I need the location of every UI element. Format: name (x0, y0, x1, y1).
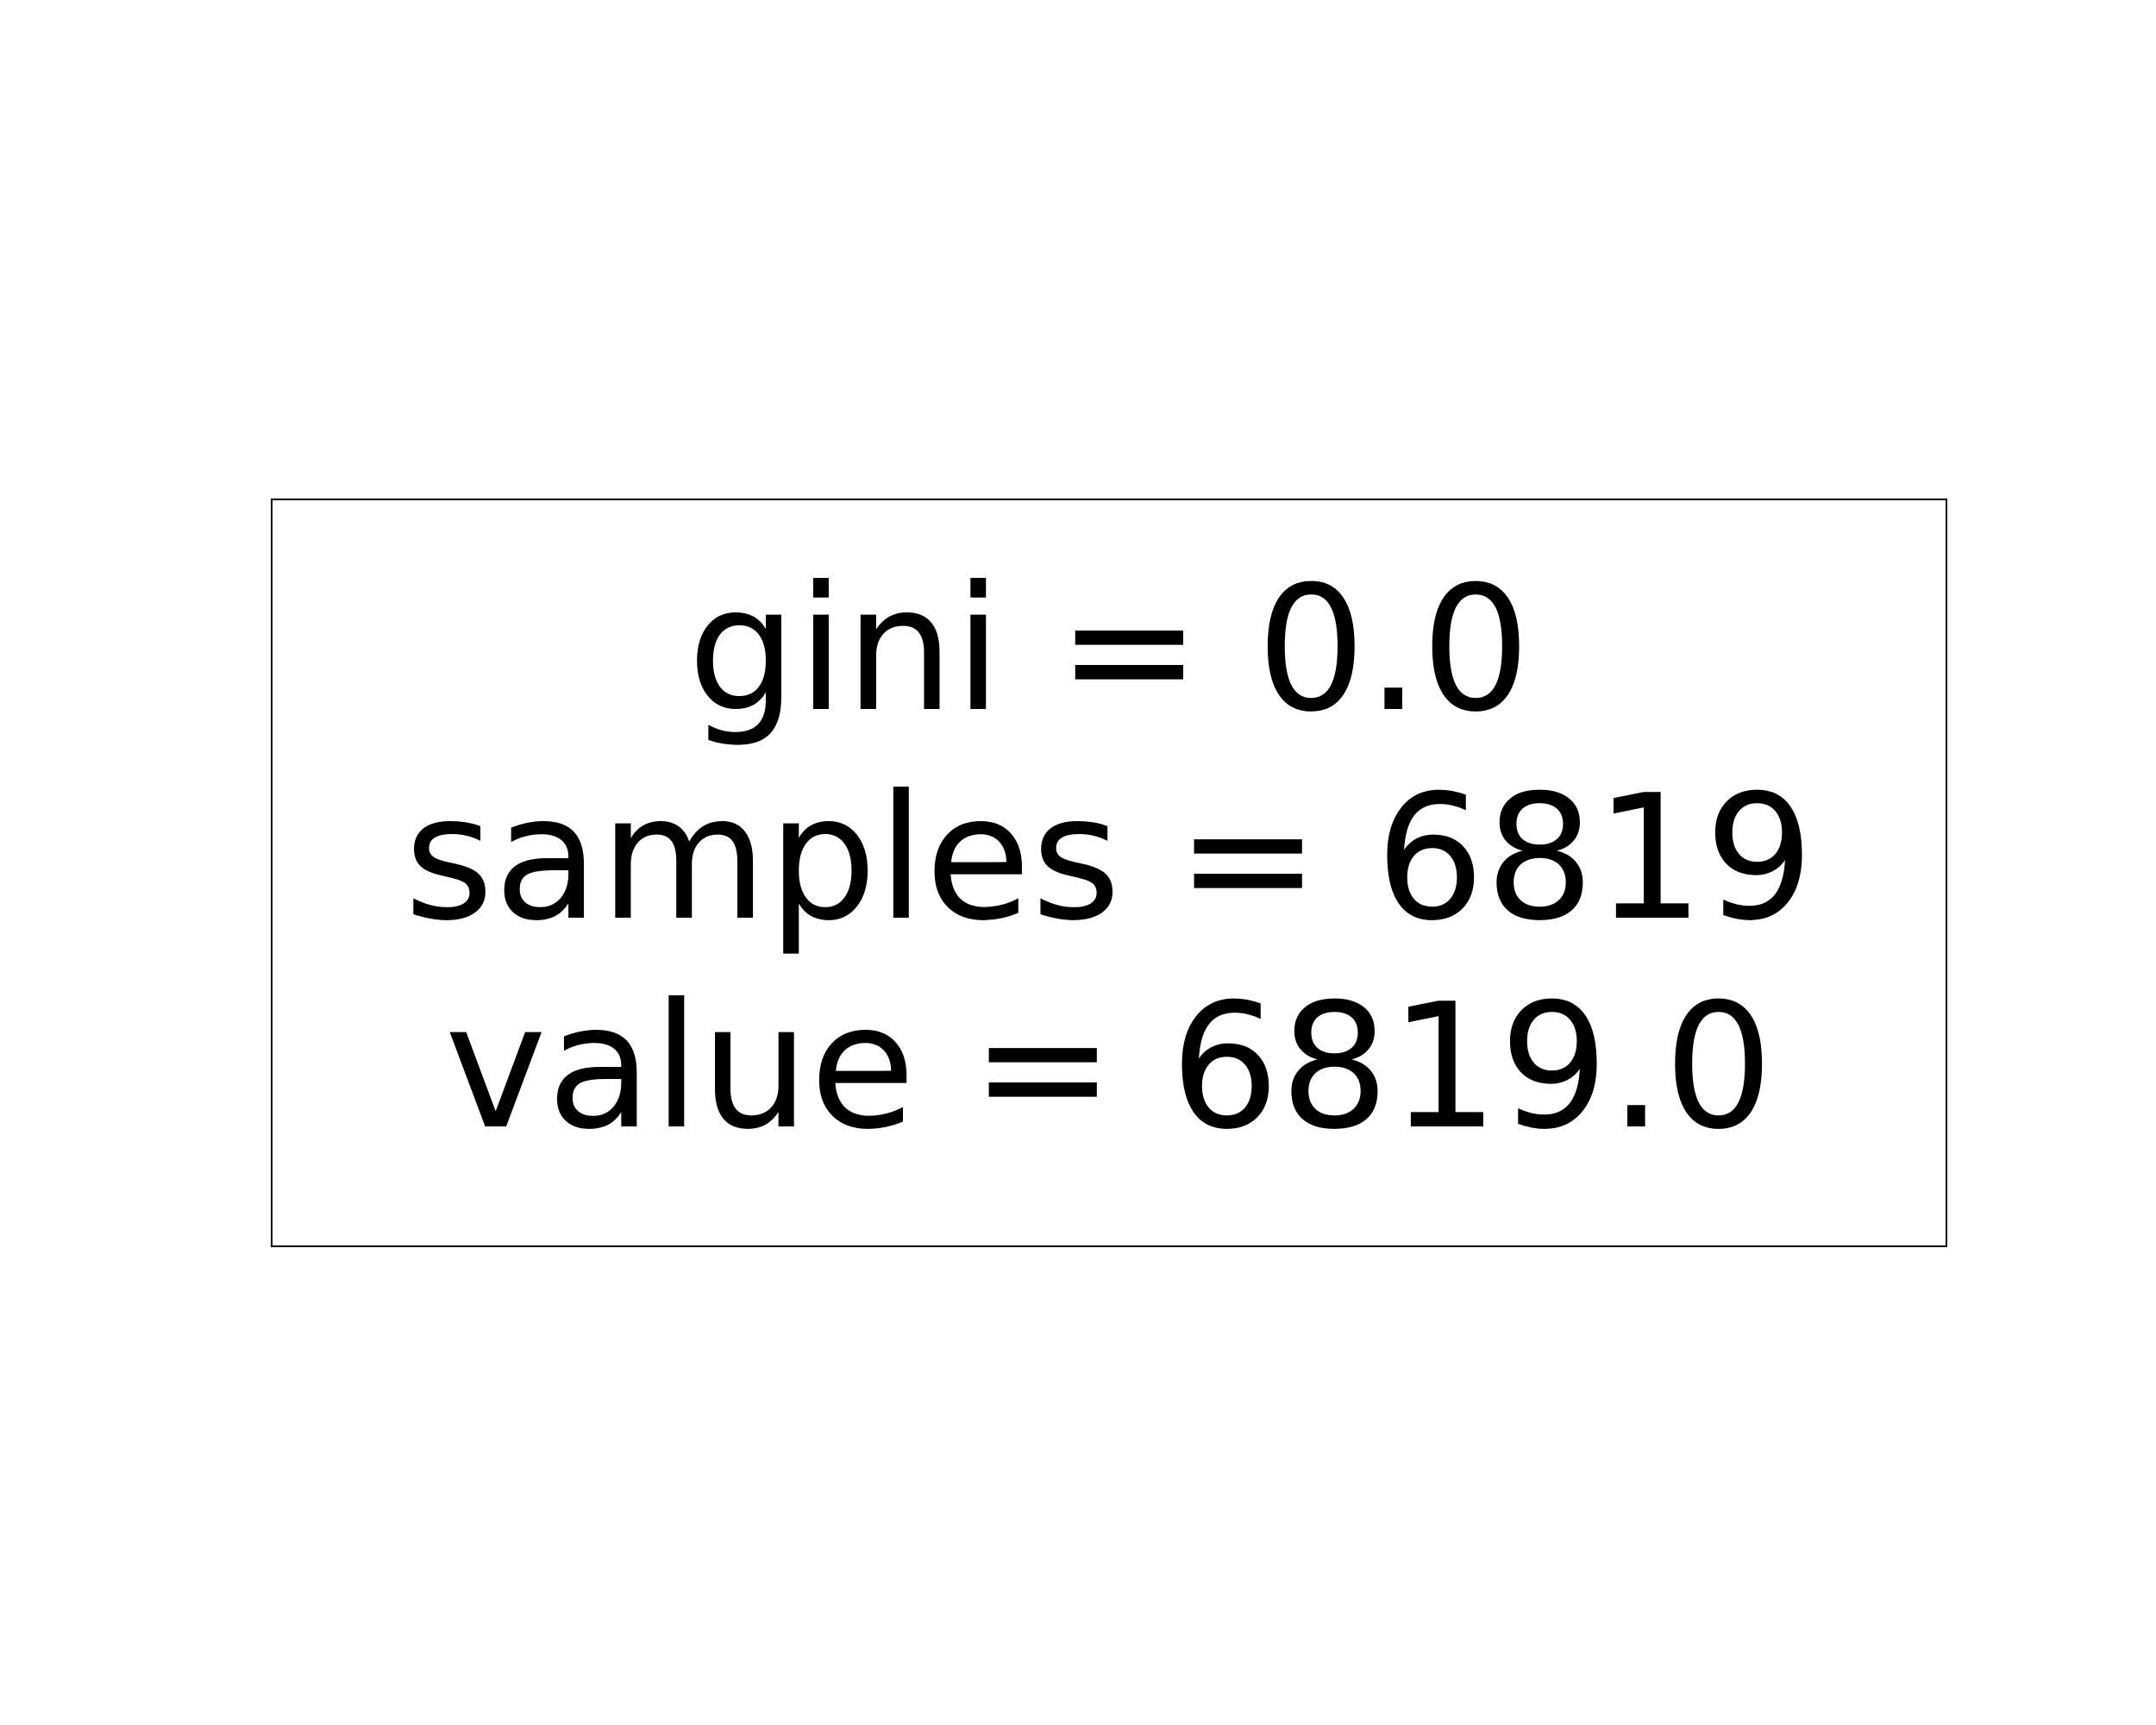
node-gini-label: gini = 0.0 (687, 549, 1531, 750)
node-samples-label: samples = 6819 (404, 758, 1814, 959)
tree-node-leaf: gini = 0.0 samples = 6819 value = 6819.0 (271, 499, 1947, 1247)
node-value-label: value = 6819.0 (444, 967, 1774, 1168)
